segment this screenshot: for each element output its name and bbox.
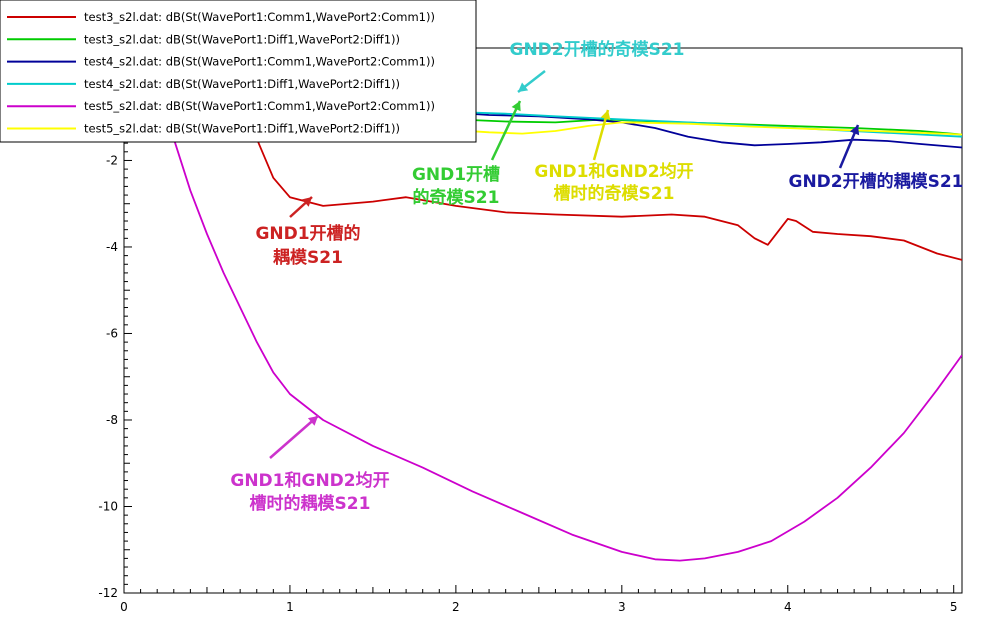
both-comm-arrow [269,415,319,459]
y-tick-label: -10 [98,499,118,513]
gnd2-diff-label-line-1: GND2开槽的奇模S21 [509,39,684,60]
gnd2-comm-label-line-1: GND2开槽的耦模S21 [788,171,963,192]
gnd1-diff-arrow [490,100,522,161]
both-diff-label-line-2: 槽时的奇模S21 [554,183,675,204]
legend: test3_s2l.dat: dB(St(WavePort1:Comm1,Wav… [0,0,477,143]
gnd1-comm-label-line-1: GND1开槽的 [255,223,360,244]
legend-label: test4_s2l.dat: dB(St(WavePort1:Comm1,Wav… [84,55,435,69]
gnd2-comm-arrow [838,124,860,169]
both-comm-label-line-1: GND1和GND2均开 [230,470,389,491]
legend-entry: test5_s2l.dat: dB(St(WavePort1:Comm1,Wav… [7,99,435,113]
legend-label: test3_s2l.dat: dB(St(WavePort1:Comm1,Wav… [84,10,435,24]
y-tick-label: -2 [106,153,118,167]
y-tick-label: -6 [106,326,118,340]
gnd1-diff-label-line-2: 的奇模S21 [413,187,500,208]
annotation-arrows [269,70,860,459]
legend-box [0,0,477,143]
test5-comm-series-line [156,82,962,562]
gnd2-diff-arrow [517,70,546,93]
gnd1-diff-label-line-1: GND1开槽 [412,164,500,185]
legend-entry: test4_s2l.dat: dB(St(WavePort1:Comm1,Wav… [7,55,435,69]
legend-entry: test4_s2l.dat: dB(St(WavePort1:Diff1,Wav… [7,77,400,91]
both-diff-arrow [592,109,611,161]
series-layer [156,51,962,562]
x-tick-label: 5 [950,600,958,614]
x-tick-label: 0 [120,600,128,614]
legend-label: test5_s2l.dat: dB(St(WavePort1:Diff1,Wav… [84,122,400,136]
both-comm-label-line-2: 槽时的耦模S21 [250,493,371,514]
y-tick-label: -12 [98,586,118,600]
x-tick-label: 3 [618,600,626,614]
x-tick-label: 1 [286,600,294,614]
both-diff-label-line-1: GND1和GND2均开 [534,161,693,182]
annotations: GND2开槽的奇模S21GND1开槽的奇模S21GND1和GND2均开槽时的奇模… [230,39,963,514]
legend-label: test3_s2l.dat: dB(St(WavePort1:Diff1,Wav… [84,32,400,46]
legend-entry: test3_s2l.dat: dB(St(WavePort1:Diff1,Wav… [7,32,400,46]
gnd1-comm-label-line-2: 耦模S21 [273,247,343,268]
x-tick-label: 4 [784,600,792,614]
y-axis: -2 -4 -6 -8 -10 -12 [98,73,132,600]
legend-entry: test5_s2l.dat: dB(St(WavePort1:Diff1,Wav… [7,122,400,136]
legend-entry: test3_s2l.dat: dB(St(WavePort1:Comm1,Wav… [7,10,435,24]
axes [123,47,963,594]
legend-label: test5_s2l.dat: dB(St(WavePort1:Comm1,Wav… [84,99,435,113]
test5-diff-series-line [455,121,962,136]
y-tick-label: -4 [106,240,118,254]
x-tick-label: 2 [452,600,460,614]
gnd1-comm-arrow [289,196,313,218]
legend-label: test4_s2l.dat: dB(St(WavePort1:Diff1,Wav… [84,77,400,91]
test4-comm-series-line [455,112,962,149]
y-tick-label: -8 [106,413,118,427]
x-axis: 0 1 2 3 4 5 [120,585,958,614]
plot-frame [123,47,963,594]
test3-comm-series-line [206,51,962,261]
